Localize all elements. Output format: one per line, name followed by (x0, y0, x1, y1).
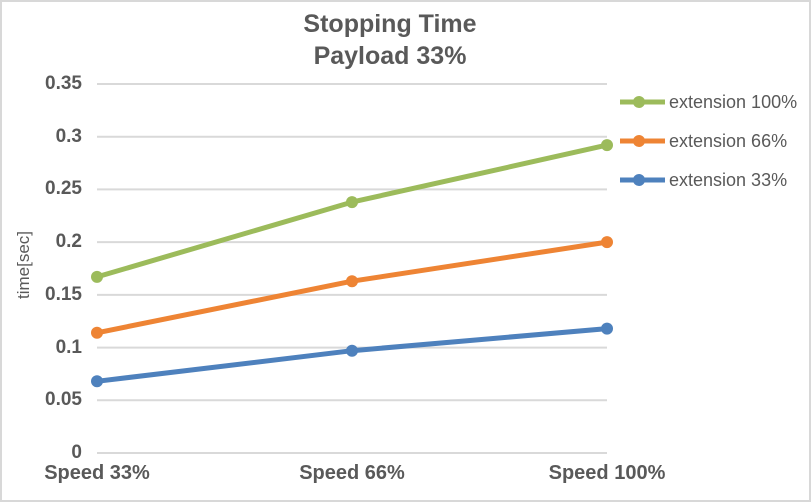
x-tick-label: Speed 33% (44, 462, 150, 484)
y-tick-label: 0 (71, 442, 82, 463)
y-tick-label: 0.25 (45, 178, 82, 200)
chart-title-block: Stopping Time Payload 33% (2, 8, 778, 72)
y-tick-label: 0.05 (45, 389, 82, 411)
legend-label: extension 33% (669, 169, 788, 190)
legend-line-marker-icon (620, 135, 665, 147)
chart-title: Stopping Time (303, 10, 477, 38)
y-tick-label: 0.15 (45, 283, 82, 305)
legend-label: extension 100% (669, 91, 798, 112)
legend-entry: extension 33% (619, 169, 787, 191)
y-tick-label: 0.35 (45, 73, 82, 94)
y-tick-label: 0.2 (55, 231, 82, 253)
legend-entry: extension 100% (619, 91, 797, 113)
legend-entry: extension 66% (619, 130, 787, 152)
legend-line-marker-icon (620, 174, 665, 186)
legend-label: extension 66% (669, 130, 788, 151)
y-tick-label: 0.1 (55, 336, 82, 358)
x-tick-label: Speed 66% (299, 462, 405, 484)
y-tick-label: 0.3 (55, 125, 82, 147)
chart-subtitle: Payload 33% (313, 42, 467, 70)
x-tick-label: Speed 100% (548, 462, 666, 484)
legend-line-marker-icon (620, 96, 665, 108)
